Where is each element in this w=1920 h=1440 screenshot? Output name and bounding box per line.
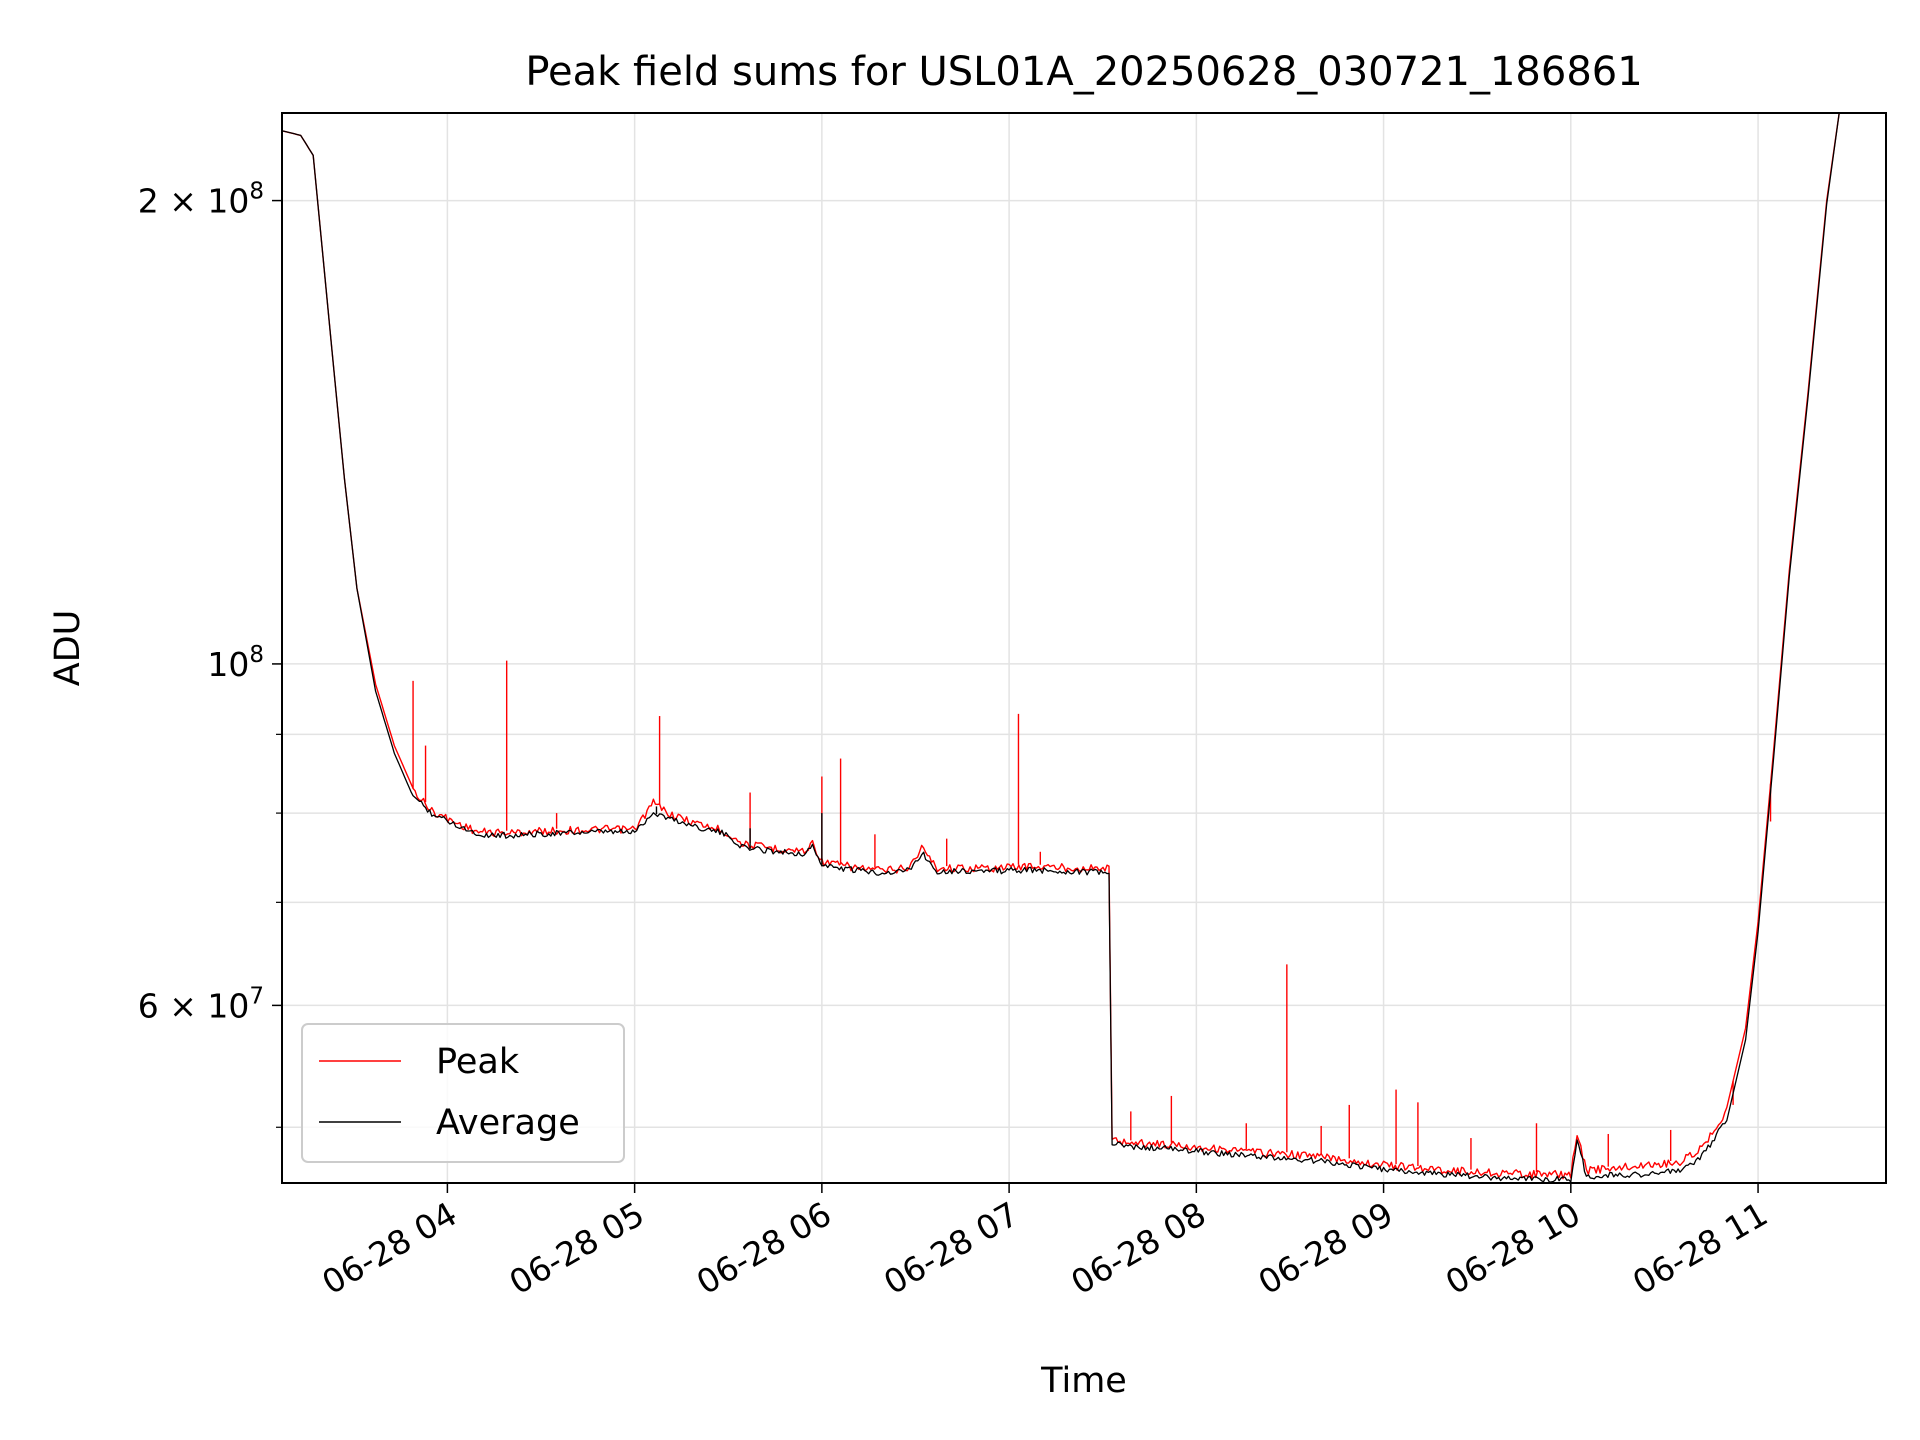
- y-tick-label: 2 × 108: [138, 179, 264, 221]
- legend-box: [301, 1023, 625, 1163]
- y-tick-label: 108: [207, 642, 264, 684]
- x-tick-label: 06-28 10: [1439, 1194, 1587, 1302]
- x-tick-label: 06-28 09: [1252, 1194, 1400, 1302]
- legend: Peak Average: [301, 1023, 625, 1163]
- x-tick-label: 06-28 11: [1626, 1194, 1774, 1302]
- x-axis-label: Time: [1040, 1361, 1127, 1401]
- legend-peak-label: Peak: [436, 1042, 520, 1082]
- average-series-line: [282, 113, 1840, 1183]
- peak-series-line: [282, 113, 1840, 1180]
- x-tick-label: 06-28 07: [877, 1194, 1025, 1302]
- legend-average-label: Average: [436, 1103, 580, 1143]
- x-tick-label: 06-28 05: [503, 1194, 651, 1302]
- x-tick-label: 06-28 08: [1064, 1194, 1212, 1302]
- grid-lines: [282, 113, 1886, 1183]
- x-tick-label: 06-28 04: [315, 1194, 463, 1302]
- x-tick-label: 06-28 06: [690, 1194, 838, 1302]
- y-axis-label: ADU: [48, 610, 88, 687]
- y-tick-label: 6 × 107: [138, 983, 264, 1025]
- axes-frame: [281, 112, 1887, 1184]
- chart-title: Peak field sums for USL01A_20250628_0307…: [525, 49, 1642, 95]
- plot-area: [282, 113, 1840, 1183]
